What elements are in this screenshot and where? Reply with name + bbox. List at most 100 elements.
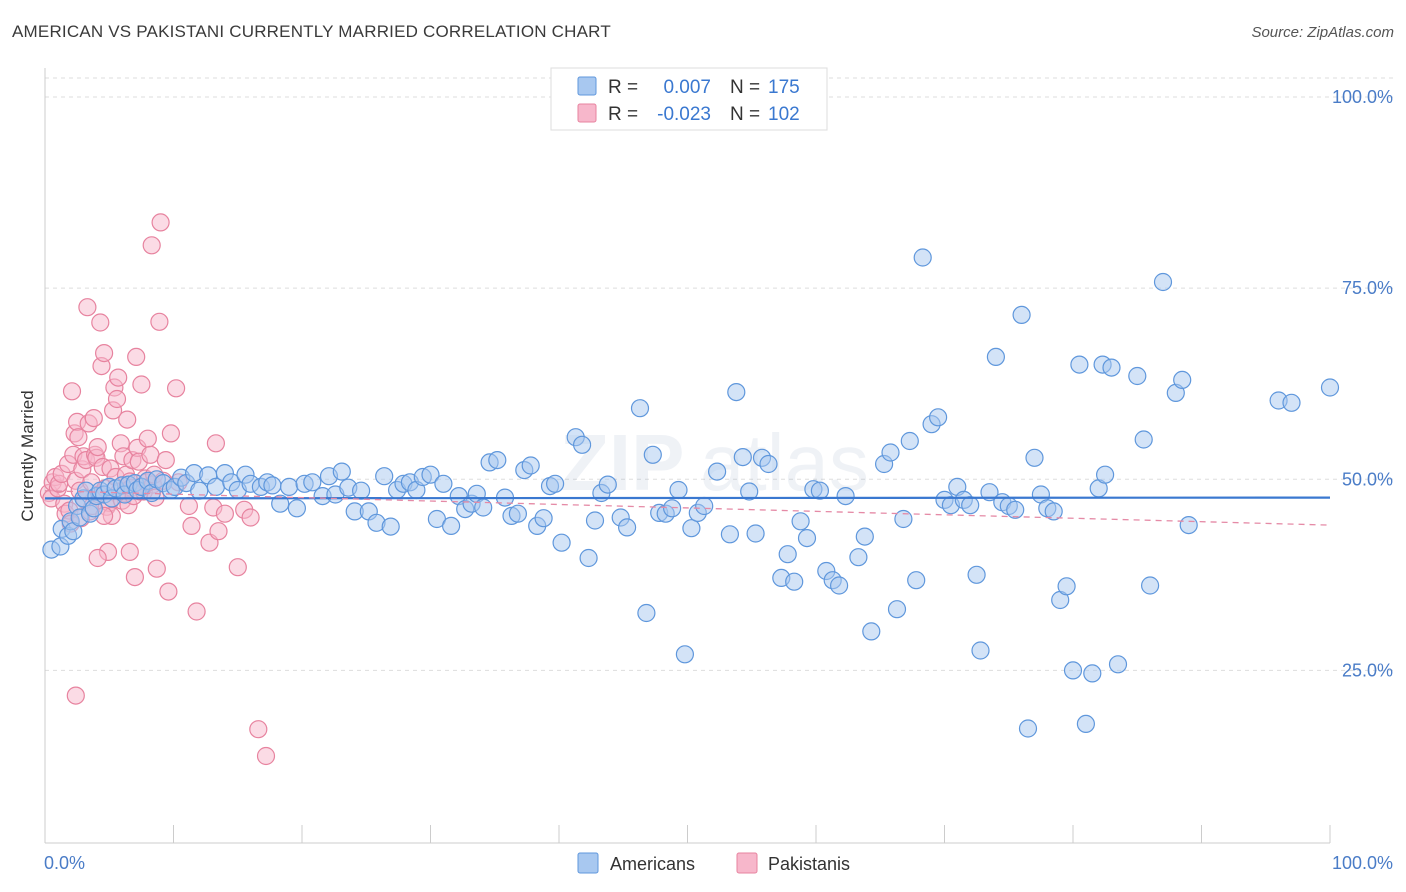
point-pakistanis-99 [66, 686, 85, 705]
point-americans-163 [1102, 358, 1121, 377]
point-americans-153 [1044, 502, 1063, 521]
legend-r-label-americans: R = [608, 77, 638, 98]
point-pakistanis-81 [156, 451, 175, 470]
point-americans-55 [352, 481, 371, 500]
point-pakistanis-91 [206, 434, 225, 453]
point-americans-33 [190, 481, 209, 500]
point-pakistanis-100 [88, 548, 107, 568]
point-pakistanis-87 [182, 516, 201, 536]
bottom-legend-swatch-pakistanis [736, 852, 758, 874]
point-americans-89 [585, 511, 605, 530]
series-legend: Americans Pakistanis [577, 852, 850, 874]
point-americans-45 [280, 477, 299, 496]
point-americans-117 [797, 528, 817, 548]
point-americans-84 [545, 474, 565, 493]
point-americans-147 [1006, 500, 1025, 519]
axes [44, 68, 1331, 844]
y-tick-label-25: 25.0% [1342, 660, 1393, 680]
point-americans-108 [733, 448, 752, 467]
point-americans-100 [669, 480, 688, 500]
point-americans-174 [1320, 378, 1340, 397]
point-americans-150 [1025, 448, 1044, 467]
point-americans-78 [508, 504, 528, 523]
legend-r-value-pakistanis: -0.023 [657, 104, 711, 125]
point-pakistanis-71 [138, 429, 157, 448]
point-americans-68 [442, 516, 461, 536]
point-americans-164 [1108, 655, 1128, 674]
point-americans-140 [961, 496, 980, 515]
point-pakistanis-78 [150, 312, 169, 331]
point-americans-125 [855, 527, 874, 546]
point-americans-102 [682, 519, 701, 538]
point-americans-65 [421, 465, 440, 484]
point-americans-130 [894, 509, 913, 529]
point-pakistanis-62 [127, 347, 146, 366]
legend-r-label-pakistanis: R = [608, 104, 638, 125]
point-pakistanis-72 [141, 445, 160, 464]
point-pakistanis-12 [62, 382, 82, 401]
point-pakistanis-86 [179, 496, 198, 516]
grid-lines [45, 77, 1393, 671]
trend-line-pakistanis [44, 490, 1331, 526]
chart-title: AMERICAN VS PAKISTANI CURRENTLY MARRIED … [12, 22, 611, 41]
point-pakistanis-37 [94, 344, 114, 363]
point-americans-128 [881, 443, 900, 462]
point-pakistanis-97 [249, 720, 268, 739]
point-americans-88 [579, 548, 598, 568]
point-pakistanis-32 [88, 438, 107, 457]
point-americans-167 [1140, 576, 1160, 595]
point-americans-43 [263, 476, 282, 495]
point-pakistanis-94 [228, 558, 247, 577]
point-americans-115 [785, 572, 804, 591]
legend-n-label-americans: N = [730, 77, 760, 98]
point-americans-101 [675, 645, 695, 664]
point-americans-168 [1153, 272, 1173, 292]
point-americans-148 [1012, 305, 1031, 324]
point-pakistanis-34 [91, 313, 110, 332]
point-americans-129 [887, 600, 907, 619]
point-americans-158 [1076, 714, 1096, 734]
point-americans-143 [980, 483, 999, 502]
point-americans-112 [759, 454, 778, 474]
legend-swatch-americans [577, 76, 597, 96]
point-pakistanis-24 [78, 298, 97, 317]
point-americans-87 [572, 435, 592, 454]
point-americans-106 [720, 525, 740, 544]
point-americans-75 [488, 451, 507, 470]
point-americans-107 [727, 383, 746, 402]
legend-n-value-pakistanis: 102 [768, 104, 800, 125]
legend-swatch-pakistanis [577, 103, 597, 123]
y-axis-label: Currently Married [18, 390, 37, 521]
point-americans-80 [521, 456, 540, 475]
point-pakistanis-79 [151, 213, 170, 232]
point-americans-105 [707, 462, 727, 481]
point-americans-99 [662, 499, 682, 518]
point-americans-171 [1179, 515, 1198, 535]
point-americans-44 [271, 494, 290, 513]
bottom-legend-swatch-americans [577, 852, 599, 874]
x-tick-label-min: 0.0% [44, 853, 85, 873]
point-americans-133 [913, 248, 932, 267]
point-americans-94 [630, 399, 650, 418]
point-pakistanis-55 [118, 410, 137, 429]
point-americans-141 [967, 565, 986, 584]
point-americans-46 [287, 499, 306, 518]
bottom-legend-label-pakistanis: Pakistanis [768, 854, 850, 874]
trend-line-americans [44, 496, 1331, 500]
point-americans-109 [740, 482, 759, 501]
trend-lines [44, 490, 1331, 526]
point-americans-85 [552, 533, 571, 552]
point-americans-73 [474, 498, 493, 517]
point-americans-126 [862, 622, 881, 641]
point-americans-155 [1057, 577, 1076, 596]
correlation-legend: R = 0.007 N = 175 R = -0.023 N = 102 [550, 67, 828, 131]
point-pakistanis-82 [159, 582, 178, 601]
point-pakistanis-96 [241, 508, 260, 527]
y-tick-labels: 25.0% 50.0% 75.0% 100.0% [1332, 87, 1393, 680]
y-tick-label-75: 75.0% [1342, 278, 1393, 298]
point-americans-149 [1018, 719, 1038, 738]
point-americans-157 [1070, 355, 1089, 374]
point-americans-165 [1128, 366, 1147, 386]
point-americans-144 [986, 347, 1006, 366]
